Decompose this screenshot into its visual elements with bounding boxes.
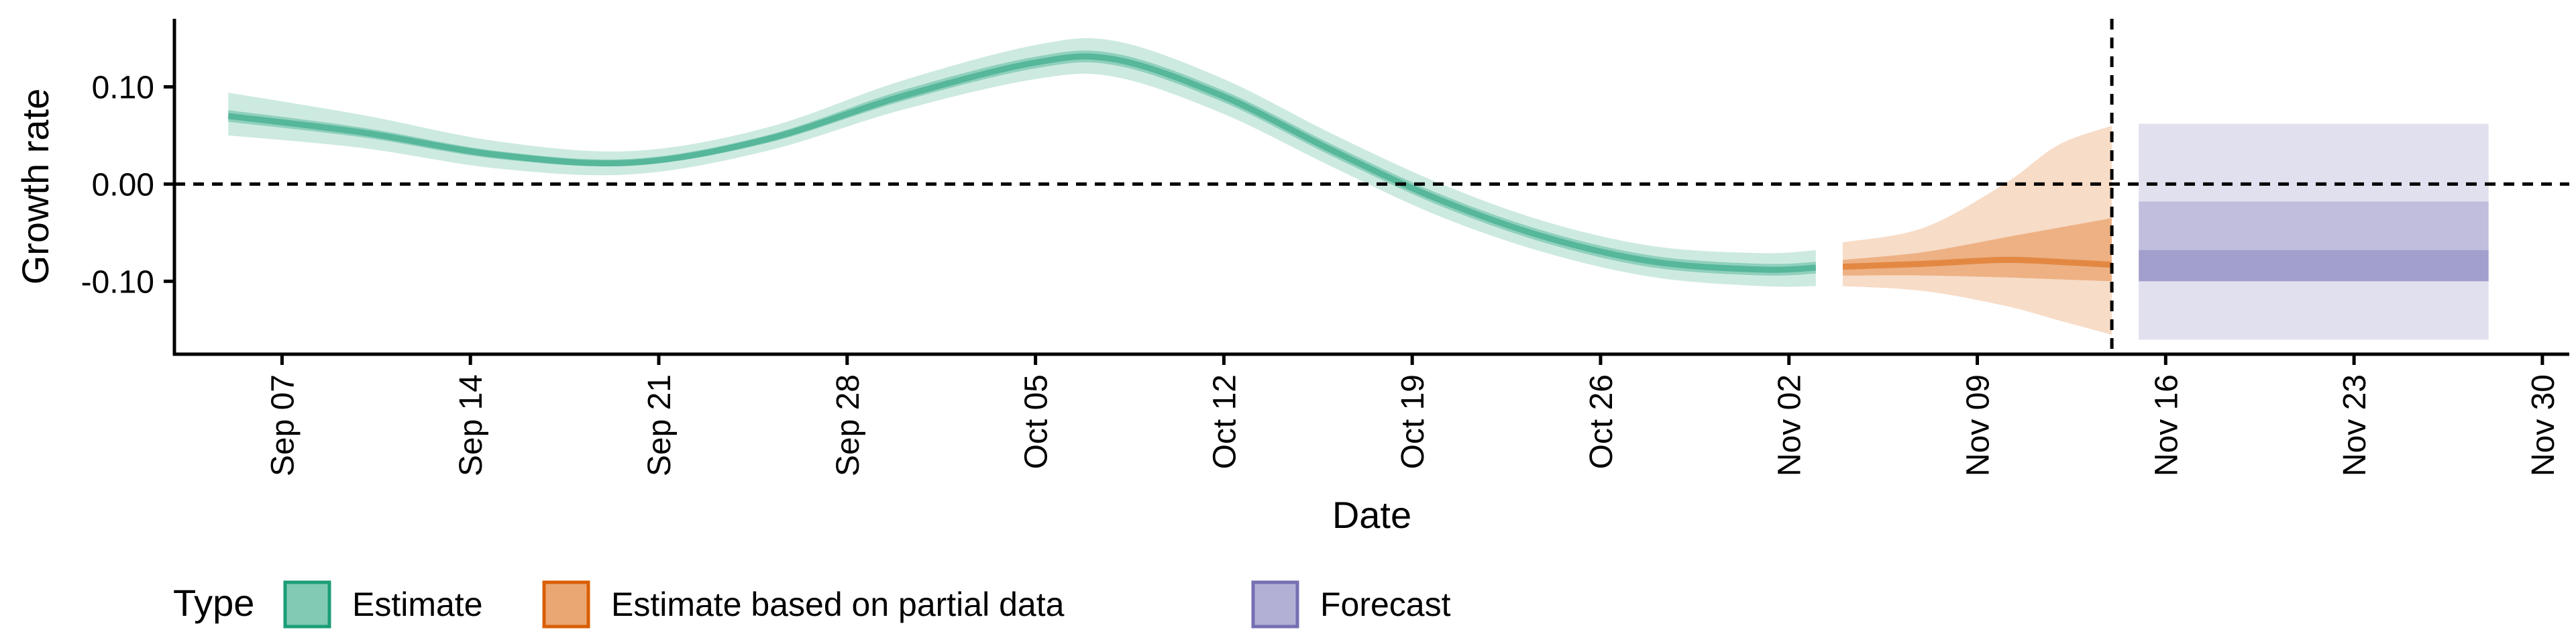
x-tick-label: Nov 09 [1961,374,1996,476]
estimate-median-line [227,53,1817,273]
estimate-band-50-pct [228,50,1816,276]
legend: Type Estimate Estimate based on partial d… [173,580,1451,629]
y-tick-label: 0.00 [92,167,154,203]
x-tick-label: Oct 05 [1019,374,1055,469]
forecast-band-90-pct [2139,123,2489,340]
axes: 0.10 0.00 -0.10 Sep 07 Sep 14 Sep 21 Sep 28 Oct… [81,19,2569,476]
legend-swatch-forecast [1251,580,1299,629]
legend-swatch-estimate [283,580,331,629]
x-tick-label: Nov 16 [2149,374,2184,476]
uncertainty-bands [228,38,2489,340]
forecast-band-30-pct [2139,250,2489,282]
legend-title: Type [173,582,254,624]
x-tick-label: Sep 07 [265,374,301,476]
x-tick-label: Oct 19 [1395,374,1431,469]
x-tick-label: Oct 12 [1207,374,1242,469]
legend-label-estimate-based-on-partial-data: Estimate based on partial data [611,586,1065,623]
forecast-band-60-pct [2139,201,2489,282]
legend-swatch-estimate-based-on-partial-data [542,580,590,629]
y-axis-title: Growth rate [14,89,56,285]
x-tick-label: Sep 14 [453,374,489,476]
estimate-based-on-partial-data-median-line [1842,256,2112,270]
x-tick-label: Nov 23 [2337,374,2373,476]
y-tick-label: -0.10 [81,264,154,300]
x-tick-label: Nov 02 [1772,374,1808,476]
x-tick-label: Nov 30 [2526,374,2561,476]
x-tick-label: Sep 28 [830,374,866,476]
estimate-based-on-partial-data-band-90-pct [1842,125,2112,335]
x-axis-title: Date [1332,494,1411,536]
median-lines [227,53,2112,273]
x-tick-label: Sep 21 [642,374,678,476]
legend-label-forecast: Forecast [1320,586,1451,623]
y-tick-label: 0.10 [92,70,154,105]
legend-label-estimate: Estimate [352,586,483,623]
x-tick-label: Oct 26 [1584,374,1619,469]
